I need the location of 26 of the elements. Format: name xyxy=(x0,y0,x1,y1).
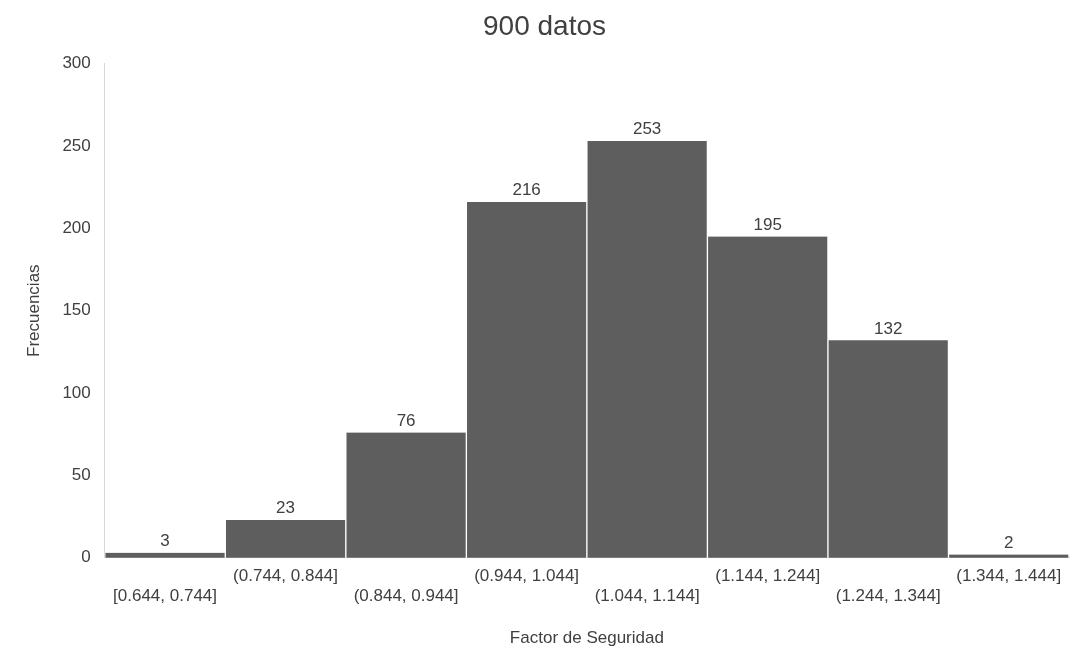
data-label: 76 xyxy=(396,410,416,430)
x-tick-label: [0.644, 0.744] xyxy=(113,586,218,606)
data-label: 23 xyxy=(276,498,296,518)
x-tick-label: (1.144, 1.244] xyxy=(715,565,821,585)
y-tick-label: 250 xyxy=(62,135,91,155)
chart-title: 900 datos xyxy=(483,9,606,41)
x-tick-label: (0.844, 0.944] xyxy=(353,586,459,606)
x-tick-label: (1.344, 1.444] xyxy=(956,565,1062,585)
data-label: 195 xyxy=(753,214,782,234)
data-label: 216 xyxy=(512,180,541,200)
x-tick-label: (0.944, 1.044] xyxy=(474,565,580,585)
y-tick-label: 300 xyxy=(62,53,91,73)
data-label: 253 xyxy=(632,119,662,139)
data-label: 3 xyxy=(160,531,170,551)
y-tick-label: 0 xyxy=(81,547,91,567)
x-tick-label: (1.044, 1.144] xyxy=(594,586,700,606)
y-axis-title: Frecuencias xyxy=(23,264,43,357)
y-tick-label: 100 xyxy=(62,382,91,402)
x-tick-label: (1.244, 1.344] xyxy=(835,586,941,606)
y-tick-label: 50 xyxy=(71,465,91,485)
data-label: 132 xyxy=(874,318,903,338)
data-label: 2 xyxy=(1004,532,1014,552)
x-tick-label: (0.744, 0.844] xyxy=(233,565,339,585)
x-axis-title: Factor de Seguridad xyxy=(509,628,664,648)
y-tick-label: 150 xyxy=(62,300,91,320)
y-tick-label: 200 xyxy=(62,218,91,238)
